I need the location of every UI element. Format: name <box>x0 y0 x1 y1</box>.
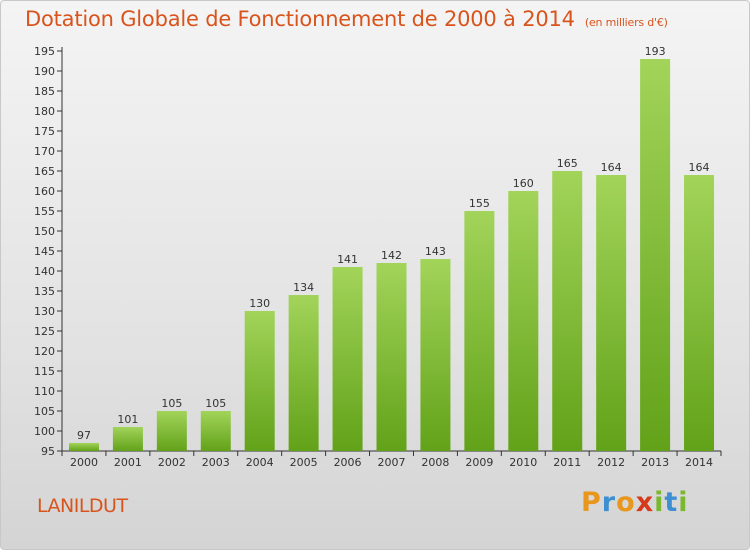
chart-title: Dotation Globale de Fonctionnement de 20… <box>25 7 668 31</box>
y-tick-label: 110 <box>34 385 55 398</box>
y-tick-label: 120 <box>34 345 55 358</box>
bar-value-label: 164 <box>689 161 710 174</box>
bar <box>596 175 627 451</box>
logo-letter: o <box>616 487 636 518</box>
x-tick-label: 2005 <box>290 456 318 469</box>
logo-letter: t <box>664 487 679 518</box>
x-tick-label: 2008 <box>421 456 449 469</box>
bar <box>376 263 407 451</box>
bar <box>68 443 99 451</box>
bar <box>156 411 187 451</box>
bar <box>332 267 363 451</box>
x-tick-label: 2001 <box>114 456 142 469</box>
bar-value-label: 141 <box>337 253 358 266</box>
logo-letter: i <box>654 487 665 518</box>
bar-value-label: 130 <box>249 297 270 310</box>
bar <box>464 211 495 451</box>
x-tick-label: 2014 <box>685 456 713 469</box>
bar <box>640 59 671 451</box>
bar-value-label: 155 <box>469 197 490 210</box>
bar-value-label: 134 <box>293 281 314 294</box>
bar-value-label: 193 <box>645 45 666 58</box>
bar-value-label: 165 <box>557 157 578 170</box>
bar-value-label: 142 <box>381 249 402 262</box>
y-tick-label: 145 <box>34 245 55 258</box>
commune-name: LANILDUT <box>37 495 128 517</box>
x-tick-label: 2009 <box>465 456 493 469</box>
bar-value-label: 160 <box>513 177 534 190</box>
bar <box>552 171 583 451</box>
bars <box>68 59 715 451</box>
bar <box>244 311 275 451</box>
bar <box>684 175 715 451</box>
x-tick-label: 2004 <box>246 456 274 469</box>
bar-value-label: 164 <box>601 161 622 174</box>
y-tick-label: 130 <box>34 305 55 318</box>
x-tick-label: 2000 <box>70 456 98 469</box>
x-tick-label: 2010 <box>509 456 537 469</box>
y-tick-label: 135 <box>34 285 55 298</box>
y-tick-label: 170 <box>34 145 55 158</box>
x-tick-label: 2006 <box>334 456 362 469</box>
y-tick-label: 195 <box>34 45 55 58</box>
chart-subtitle: (en milliers d'€) <box>584 16 668 29</box>
y-tick-label: 155 <box>34 205 55 218</box>
y-tick-label: 180 <box>34 105 55 118</box>
y-tick-label: 105 <box>34 405 55 418</box>
bar <box>200 411 231 451</box>
y-tick-label: 190 <box>34 65 55 78</box>
logo-letter: r <box>601 487 617 518</box>
data-labels: 97 101 105 105 130 134 141 142 143 155 160 165 164 19… <box>77 45 710 442</box>
bar-value-label: 105 <box>161 397 182 410</box>
y-tick-label: 115 <box>34 365 55 378</box>
x-tick-label: 2012 <box>597 456 625 469</box>
x-tick-label: 2013 <box>641 456 669 469</box>
proxiti-logo: Proxiti <box>581 487 689 518</box>
y-tick-label: 165 <box>34 165 55 178</box>
y-tick-label: 140 <box>34 265 55 278</box>
logo-letter: x <box>635 487 655 518</box>
chart-title-text: Dotation Globale de Fonctionnement de 20… <box>25 7 575 31</box>
logo-letter: P <box>581 487 602 518</box>
bar-value-label: 105 <box>205 397 226 410</box>
y-tick-label: 95 <box>41 445 55 458</box>
y-tick-label: 160 <box>34 185 55 198</box>
x-tick-label: 2007 <box>378 456 406 469</box>
y-tick-label: 185 <box>34 85 55 98</box>
bar-value-label: 97 <box>77 429 91 442</box>
y-tick-label: 175 <box>34 125 55 138</box>
bar-value-label: 143 <box>425 245 446 258</box>
x-tick-label: 2003 <box>202 456 230 469</box>
x-tick-label: 2011 <box>553 456 581 469</box>
bar <box>288 295 319 451</box>
axes: 95 100 105 110 115 120 125 130 135 140 145 150 155 16… <box>34 45 722 469</box>
logo-letter: i <box>678 487 689 518</box>
bar-value-label: 101 <box>117 413 138 426</box>
y-tick-label: 125 <box>34 325 55 338</box>
y-tick-label: 150 <box>34 225 55 238</box>
bar <box>112 427 143 451</box>
y-tick-label: 100 <box>34 425 55 438</box>
bar <box>420 259 451 451</box>
x-tick-label: 2002 <box>158 456 186 469</box>
bar <box>508 191 539 451</box>
